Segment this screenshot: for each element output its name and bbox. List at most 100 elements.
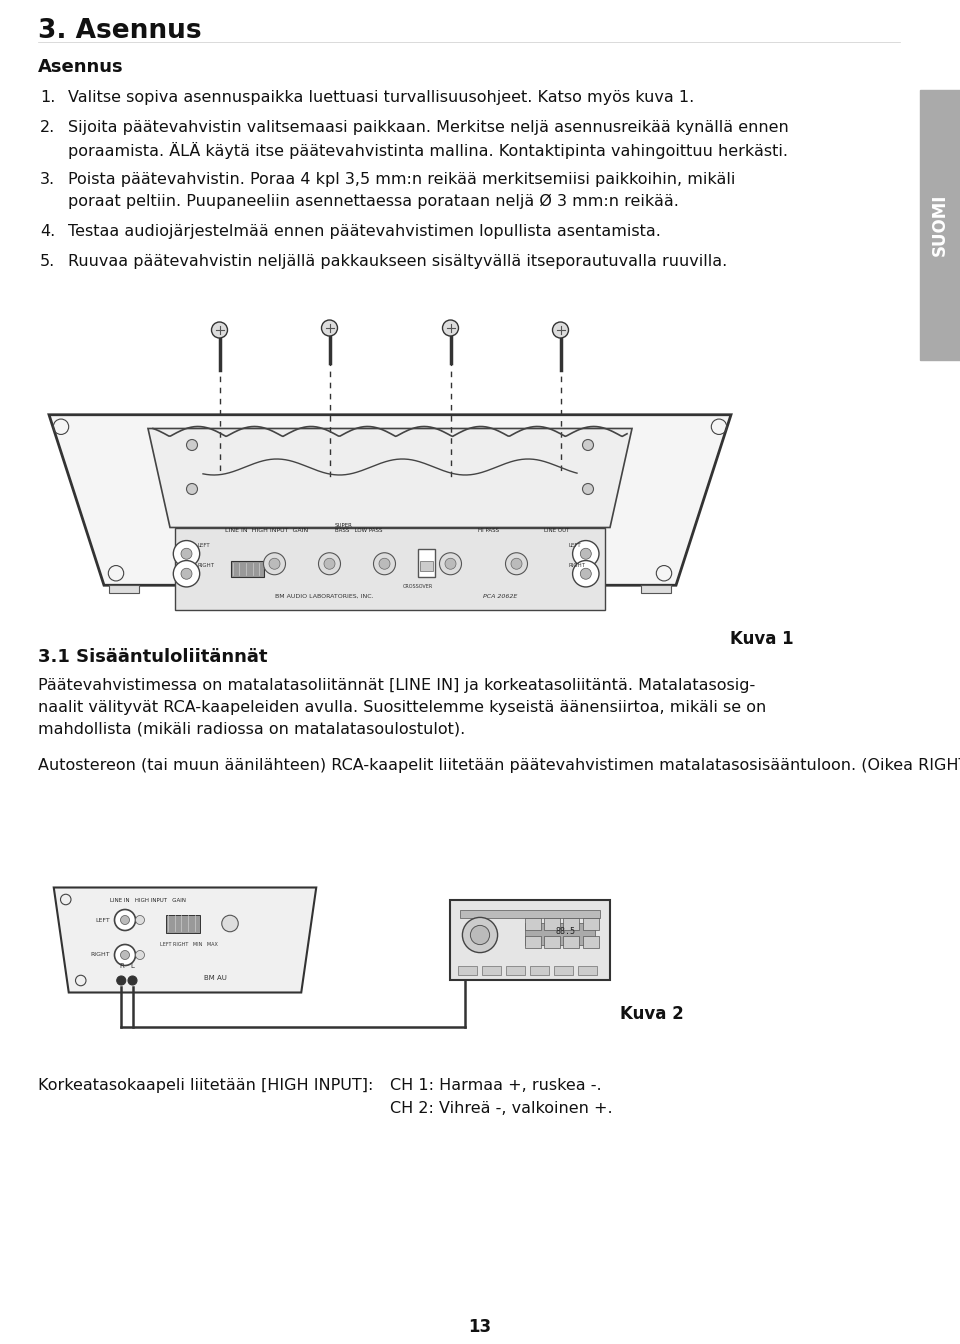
Bar <box>525 918 541 930</box>
Circle shape <box>445 558 456 570</box>
Polygon shape <box>49 415 731 585</box>
Text: 13: 13 <box>468 1318 492 1336</box>
Circle shape <box>174 540 200 567</box>
Text: R: R <box>119 962 124 969</box>
Text: 4.: 4. <box>40 224 56 239</box>
Text: CH 2: Vihreä -, valkoinen +.: CH 2: Vihreä -, valkoinen +. <box>390 1101 612 1116</box>
Bar <box>482 966 501 974</box>
Circle shape <box>174 560 200 587</box>
Circle shape <box>181 548 192 559</box>
Bar <box>420 560 433 571</box>
Text: Päätevahvistimessa on matalatasoliitännät [LINE IN] ja korkeatasoliitäntä. Matal: Päätevahvistimessa on matalatasoliitännä… <box>38 677 756 694</box>
Text: Korkeatasokaapeli liitetään [HIGH INPUT]:: Korkeatasokaapeli liitetään [HIGH INPUT]… <box>38 1078 373 1093</box>
Text: LINE IN  HIGH INPUT  GAIN: LINE IN HIGH INPUT GAIN <box>225 528 308 534</box>
Text: PCA 2062E: PCA 2062E <box>483 594 517 599</box>
Polygon shape <box>54 887 316 992</box>
Bar <box>525 923 595 945</box>
Text: 88.5: 88.5 <box>555 927 575 935</box>
Circle shape <box>319 552 341 575</box>
Bar <box>544 918 561 930</box>
Circle shape <box>443 320 459 336</box>
Bar <box>525 935 541 948</box>
Circle shape <box>211 323 228 337</box>
Circle shape <box>580 569 591 579</box>
Text: CROSSOVER: CROSSOVER <box>402 585 433 589</box>
Circle shape <box>128 976 137 985</box>
Bar <box>578 966 597 974</box>
Bar <box>460 910 600 918</box>
Text: CH 1: Harmaa +, ruskea -.: CH 1: Harmaa +, ruskea -. <box>390 1078 602 1093</box>
Bar <box>530 966 549 974</box>
Bar <box>458 966 477 974</box>
Circle shape <box>583 484 593 495</box>
Circle shape <box>572 560 599 587</box>
Text: Kuva 1: Kuva 1 <box>730 630 794 648</box>
Text: Autostereon (tai muun äänilähteen) RCA-kaapelit liitetään päätevahvistimen matal: Autostereon (tai muun äänilähteen) RCA-k… <box>38 758 960 773</box>
Circle shape <box>580 548 591 559</box>
Bar <box>506 966 525 974</box>
Text: BM AU: BM AU <box>204 974 227 981</box>
Text: 2.: 2. <box>40 120 56 134</box>
Text: HI PASS: HI PASS <box>478 528 499 534</box>
Text: Sijoita päätevahvistin valitsemaasi paikkaan. Merkitse neljä asennusreikää kynäl: Sijoita päätevahvistin valitsemaasi paik… <box>68 120 789 134</box>
Circle shape <box>470 926 490 945</box>
Text: LEFT: LEFT <box>198 543 210 548</box>
Bar <box>641 585 671 593</box>
Text: LINE OUT: LINE OUT <box>544 528 569 534</box>
Bar <box>230 560 263 577</box>
Text: L: L <box>131 962 134 969</box>
Circle shape <box>114 910 135 930</box>
Bar <box>109 585 139 593</box>
Circle shape <box>114 945 135 965</box>
Circle shape <box>121 950 130 960</box>
Bar <box>920 90 960 360</box>
Text: Kuva 2: Kuva 2 <box>620 1005 684 1023</box>
Circle shape <box>511 558 522 570</box>
Polygon shape <box>148 429 632 527</box>
Text: RIGHT: RIGHT <box>198 563 214 567</box>
Circle shape <box>186 439 198 450</box>
Text: mahdollista (mikäli radiossa on matalatasoulostulot).: mahdollista (mikäli radiossa on matalata… <box>38 722 466 737</box>
Circle shape <box>181 569 192 579</box>
Circle shape <box>222 915 238 931</box>
Bar <box>583 935 599 948</box>
Text: 5.: 5. <box>40 254 56 269</box>
Text: LEFT: LEFT <box>95 918 110 922</box>
Bar <box>583 918 599 930</box>
Circle shape <box>440 552 462 575</box>
Text: Asennus: Asennus <box>38 58 124 77</box>
Circle shape <box>583 439 593 450</box>
Circle shape <box>186 484 198 495</box>
Text: poraamista. ÄLÄ käytä itse päätevahvistinta mallina. Kontaktipinta vahingoittuu : poraamista. ÄLÄ käytä itse päätevahvisti… <box>68 142 788 159</box>
Text: 1.: 1. <box>40 90 56 105</box>
Circle shape <box>572 540 599 567</box>
Bar <box>175 527 605 610</box>
Circle shape <box>117 976 126 985</box>
Text: 3.1 Sisääntuloliitännät: 3.1 Sisääntuloliitännät <box>38 648 268 667</box>
Circle shape <box>269 558 280 570</box>
Text: Valitse sopiva asennuspaikka luettuasi turvallisuusohjeet. Katso myös kuva 1.: Valitse sopiva asennuspaikka luettuasi t… <box>68 90 694 105</box>
Bar <box>166 914 200 933</box>
Text: RIGHT: RIGHT <box>90 953 110 957</box>
Text: SUOMI: SUOMI <box>931 194 949 257</box>
Circle shape <box>322 320 338 336</box>
Bar <box>450 900 610 980</box>
Text: naalit välityvät RCA-kaapeleiden avulla. Suosittelemme kyseistä äänensiirtoa, mi: naalit välityvät RCA-kaapeleiden avulla.… <box>38 700 766 715</box>
Bar <box>564 918 580 930</box>
Text: LINE IN   HIGH INPUT   GAIN: LINE IN HIGH INPUT GAIN <box>109 899 185 903</box>
Text: Ruuvaa päätevahvistin neljällä pakkaukseen sisältyvällä itseporautuvalla ruuvill: Ruuvaa päätevahvistin neljällä pakkaukse… <box>68 254 728 269</box>
Bar <box>418 548 435 577</box>
Circle shape <box>506 552 527 575</box>
Text: poraat peltiin. Puupaneeliin asennettaessa porataan neljä Ø 3 mm:n reikää.: poraat peltiin. Puupaneeliin asennettaes… <box>68 194 679 210</box>
Circle shape <box>121 915 130 925</box>
Text: RIGHT: RIGHT <box>568 563 586 567</box>
Text: LEFT: LEFT <box>568 543 581 548</box>
Text: 3.: 3. <box>40 172 55 187</box>
Text: 3. Asennus: 3. Asennus <box>38 17 202 44</box>
Bar <box>564 935 580 948</box>
Bar <box>554 966 573 974</box>
Text: Poista päätevahvistin. Poraa 4 kpl 3,5 mm:n reikää merkitsemiisi paikkoihin, mik: Poista päätevahvistin. Poraa 4 kpl 3,5 m… <box>68 172 735 187</box>
Circle shape <box>324 558 335 570</box>
Circle shape <box>135 950 145 960</box>
Text: BM AUDIO LABORATORIES, INC.: BM AUDIO LABORATORIES, INC. <box>275 594 373 599</box>
